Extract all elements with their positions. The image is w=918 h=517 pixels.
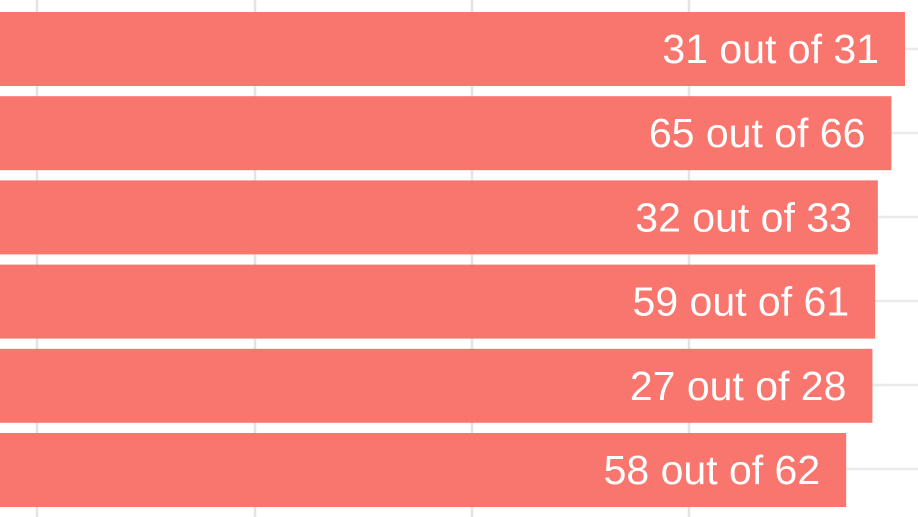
bar-label: 32 out of 33 bbox=[635, 194, 852, 240]
bar bbox=[0, 348, 873, 423]
bar-label: 58 out of 62 bbox=[604, 447, 821, 493]
bar bbox=[0, 180, 878, 255]
bar-label: 27 out of 28 bbox=[630, 363, 847, 409]
bars bbox=[0, 12, 905, 507]
bar-labels: 31 out of 31 65 out of 66 32 out of 33 59 o… bbox=[604, 26, 879, 493]
bar bbox=[0, 12, 905, 86]
bar bbox=[0, 264, 876, 339]
bar bbox=[0, 96, 892, 171]
bar-label: 65 out of 66 bbox=[649, 110, 866, 156]
bar-label: 31 out of 31 bbox=[662, 26, 879, 72]
bar bbox=[0, 433, 847, 507]
bar-label: 59 out of 61 bbox=[633, 279, 850, 325]
